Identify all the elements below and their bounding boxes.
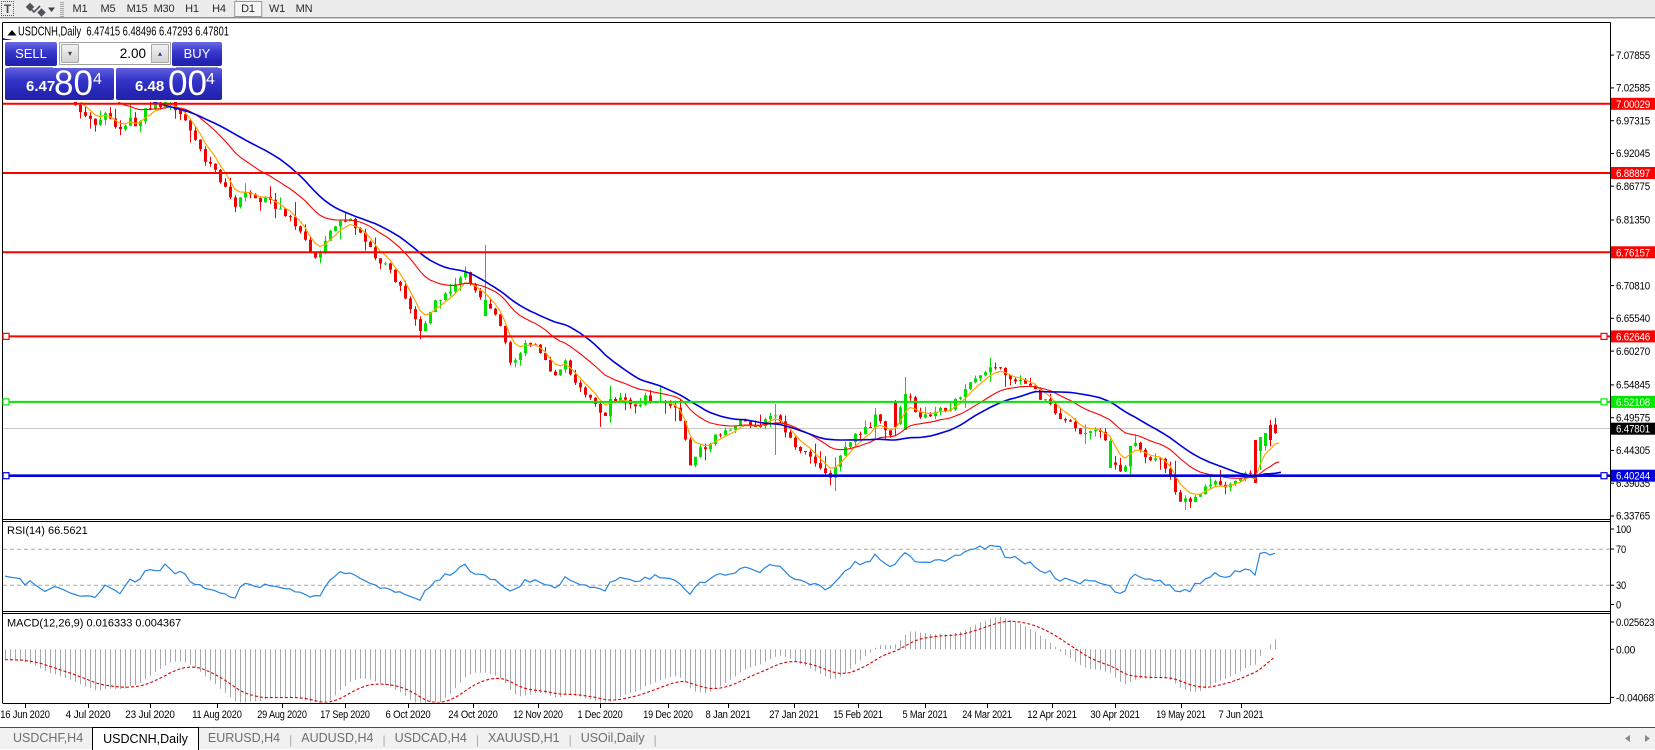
svg-text:6.33765: 6.33765 (1616, 511, 1650, 523)
svg-text:30: 30 (1616, 580, 1626, 592)
svg-text:19 May 2021: 19 May 2021 (1156, 709, 1206, 721)
svg-text:27 Jan 2021: 27 Jan 2021 (769, 709, 819, 721)
svg-text:7.07855: 7.07855 (1616, 50, 1650, 62)
svg-text:19 Dec 2020: 19 Dec 2020 (643, 709, 693, 721)
svg-text:16 Jun 2020: 16 Jun 2020 (0, 709, 50, 721)
svg-text:11 Aug 2020: 11 Aug 2020 (192, 709, 242, 721)
svg-text:30 Apr 2021: 30 Apr 2021 (1090, 709, 1140, 721)
svg-text:15 Feb 2021: 15 Feb 2021 (833, 709, 883, 721)
svg-text:6.76157: 6.76157 (1616, 247, 1650, 259)
svg-text:29 Aug 2020: 29 Aug 2020 (257, 709, 307, 721)
svg-text:7.02585: 7.02585 (1616, 83, 1650, 95)
svg-text:6.62646: 6.62646 (1616, 331, 1650, 343)
svg-text:6.60270: 6.60270 (1616, 346, 1650, 358)
svg-text:6.54845: 6.54845 (1616, 380, 1650, 392)
svg-text:100: 100 (1616, 524, 1631, 536)
svg-text:24 Oct 2020: 24 Oct 2020 (448, 709, 498, 721)
svg-text:6.88897: 6.88897 (1616, 168, 1650, 180)
svg-text:24 Mar 2021: 24 Mar 2021 (962, 709, 1012, 721)
svg-text:6.65540: 6.65540 (1616, 313, 1650, 325)
svg-text:5 Mar 2021: 5 Mar 2021 (903, 709, 948, 721)
svg-text:6.49575: 6.49575 (1616, 412, 1650, 424)
svg-text:8 Jan 2021: 8 Jan 2021 (706, 709, 751, 721)
svg-text:6.47801: 6.47801 (1616, 424, 1650, 436)
svg-text:12 Nov 2020: 12 Nov 2020 (513, 709, 563, 721)
svg-text:MACD(12,26,9) 0.016333 0.00436: MACD(12,26,9) 0.016333 0.004367 (7, 618, 181, 630)
svg-text:0: 0 (1616, 600, 1621, 612)
svg-text:17 Sep 2020: 17 Sep 2020 (320, 709, 370, 721)
svg-text:6.70810: 6.70810 (1616, 280, 1650, 292)
svg-text:70: 70 (1616, 544, 1626, 556)
svg-text:6.40244: 6.40244 (1616, 471, 1650, 483)
svg-text:-0.040687: -0.040687 (1616, 692, 1655, 704)
svg-text:7.00029: 7.00029 (1616, 99, 1650, 111)
svg-text:6.97315: 6.97315 (1616, 115, 1650, 127)
svg-text:7 Jun 2021: 7 Jun 2021 (1219, 709, 1264, 721)
svg-text:1 Dec 2020: 1 Dec 2020 (578, 709, 623, 721)
svg-text:6.81350: 6.81350 (1616, 215, 1650, 227)
svg-text:6.86775: 6.86775 (1616, 181, 1650, 193)
svg-text:6.92045: 6.92045 (1616, 148, 1650, 160)
svg-text:USDCNH,Daily 6.47415 6.48496: USDCNH,Daily 6.47415 6.48496 6.47293 6.4… (18, 25, 229, 39)
svg-text:23 Jul 2020: 23 Jul 2020 (125, 709, 175, 721)
svg-text:6 Oct 2020: 6 Oct 2020 (386, 709, 431, 721)
svg-text:RSI(14) 66.5621: RSI(14) 66.5621 (7, 525, 88, 537)
svg-text:4 Jul 2020: 4 Jul 2020 (66, 709, 111, 721)
svg-text:0.025623: 0.025623 (1616, 617, 1654, 629)
svg-text:12 Apr 2021: 12 Apr 2021 (1027, 709, 1077, 721)
svg-text:6.52108: 6.52108 (1616, 397, 1650, 409)
svg-text:0.00: 0.00 (1616, 644, 1635, 656)
svg-text:6.44305: 6.44305 (1616, 445, 1650, 457)
